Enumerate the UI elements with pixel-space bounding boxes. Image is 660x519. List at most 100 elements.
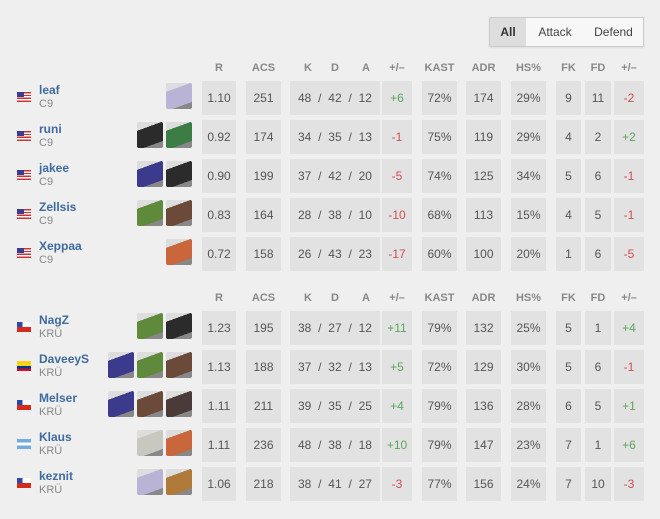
- rating-cell: 0.83: [202, 198, 236, 232]
- header-a: A: [362, 292, 370, 304]
- kda-cell: 37/42/20: [290, 159, 380, 193]
- hs-cell: 29%: [511, 81, 546, 115]
- header-kast: KAST: [424, 292, 455, 304]
- fk-cell: 7: [556, 428, 581, 462]
- agent-icon: [166, 469, 192, 495]
- header-a: A: [362, 62, 370, 74]
- adr-cell: 156: [466, 467, 501, 501]
- kast-cell: 60%: [422, 237, 457, 271]
- header-fd: FD: [590, 292, 606, 304]
- agent-icon: [166, 161, 192, 187]
- flag-cl-icon: [17, 400, 31, 410]
- player-name-link[interactable]: Melser: [39, 391, 78, 405]
- kda-cell: 48/42/12: [290, 81, 380, 115]
- player-name-link[interactable]: keznit: [39, 469, 74, 483]
- fd-cell: 5: [585, 198, 611, 232]
- player-name-link[interactable]: Zellsis: [39, 200, 77, 214]
- kast-cell: 79%: [422, 428, 457, 462]
- agent-icon: [166, 83, 192, 109]
- flag-us-icon: [17, 131, 31, 141]
- player-name-link[interactable]: leaf: [39, 83, 60, 97]
- fk-fd-diff-cell: -1: [614, 350, 644, 384]
- fd-cell: 1: [585, 428, 611, 462]
- assists: 12: [358, 91, 372, 105]
- adr-cell: 147: [466, 428, 501, 462]
- player-row: Klaus KRÜ 1.11 236 48/38/18 +10 79% 147 …: [0, 427, 660, 463]
- agents: [137, 200, 192, 226]
- kd-diff-cell: +4: [382, 389, 412, 423]
- rating-cell: 0.72: [202, 237, 236, 271]
- header-k: K: [304, 292, 312, 304]
- kda-cell: 38/27/12: [290, 311, 380, 345]
- header-acs: ACS: [251, 62, 276, 74]
- flag-cl-icon: [17, 478, 31, 488]
- kd-diff-cell: -1: [382, 120, 412, 154]
- player-name-link[interactable]: NagZ: [39, 313, 69, 327]
- fk-cell: 5: [556, 159, 581, 193]
- agent-icon: [137, 430, 163, 456]
- kast-cell: 79%: [422, 389, 457, 423]
- agents: [137, 430, 192, 456]
- fk-fd-diff-cell: -3: [614, 467, 644, 501]
- tab-defend[interactable]: Defend: [594, 25, 633, 39]
- kda-cell: 34/35/13: [290, 120, 380, 154]
- acs-cell: 195: [246, 311, 281, 345]
- kast-cell: 77%: [422, 467, 457, 501]
- kills: 34: [298, 130, 312, 144]
- player-team: KRÜ: [39, 484, 63, 496]
- fk-fd-diff-cell: +6: [614, 428, 644, 462]
- tab-attack[interactable]: Attack: [538, 25, 572, 39]
- player-row: NagZ KRÜ 1.23 195 38/27/12 +11 79% 132 2…: [0, 310, 660, 346]
- fd-cell: 2: [585, 120, 611, 154]
- agent-icon: [166, 352, 192, 378]
- player-row: Zellsis C9 0.83 164 28/38/10 -10 68% 113…: [0, 197, 660, 233]
- rating-cell: 1.10: [202, 81, 236, 115]
- hs-cell: 23%: [511, 428, 546, 462]
- player-name-link[interactable]: Klaus: [39, 430, 72, 444]
- header-r: R: [215, 62, 223, 74]
- acs-cell: 199: [246, 159, 281, 193]
- kills: 28: [298, 208, 312, 222]
- adr-cell: 113: [466, 198, 501, 232]
- agent-icon: [108, 391, 134, 417]
- kills: 37: [298, 360, 312, 374]
- kills: 37: [298, 169, 312, 183]
- agent-icon: [137, 200, 163, 226]
- tab-all[interactable]: All: [490, 18, 526, 46]
- player-team: KRÜ: [39, 328, 63, 340]
- rating-cell: 1.11: [202, 428, 236, 462]
- fd-cell: 6: [585, 159, 611, 193]
- kd-diff-cell: -3: [382, 467, 412, 501]
- hs-cell: 20%: [511, 237, 546, 271]
- kills: 38: [298, 321, 312, 335]
- kast-cell: 72%: [422, 350, 457, 384]
- fk-cell: 1: [556, 237, 581, 271]
- fk-fd-diff-cell: +1: [614, 389, 644, 423]
- fk-fd-diff-cell: -5: [614, 237, 644, 271]
- hs-cell: 29%: [511, 120, 546, 154]
- agent-icon: [166, 313, 192, 339]
- adr-cell: 174: [466, 81, 501, 115]
- kd-diff-cell: -17: [382, 237, 412, 271]
- header-fpm: +/–: [621, 62, 637, 74]
- deaths: 32: [328, 360, 342, 374]
- hs-cell: 28%: [511, 389, 546, 423]
- deaths: 35: [328, 399, 342, 413]
- hs-cell: 34%: [511, 159, 546, 193]
- hs-cell: 24%: [511, 467, 546, 501]
- kills: 39: [298, 399, 312, 413]
- rating-cell: 1.11: [202, 389, 236, 423]
- player-name-link[interactable]: jakee: [39, 161, 70, 175]
- fk-cell: 9: [556, 81, 581, 115]
- player-name-link[interactable]: DaveeyS: [39, 352, 90, 366]
- kd-diff-cell: +5: [382, 350, 412, 384]
- player-team: C9: [39, 137, 54, 149]
- player-team: KRÜ: [39, 367, 63, 379]
- acs-cell: 236: [246, 428, 281, 462]
- agents: [137, 313, 192, 339]
- agent-icon: [137, 391, 163, 417]
- fk-fd-diff-cell: -2: [614, 81, 644, 115]
- player-name-link[interactable]: Xeppaa: [39, 239, 82, 253]
- player-name-link[interactable]: runi: [39, 122, 62, 136]
- acs-cell: 158: [246, 237, 281, 271]
